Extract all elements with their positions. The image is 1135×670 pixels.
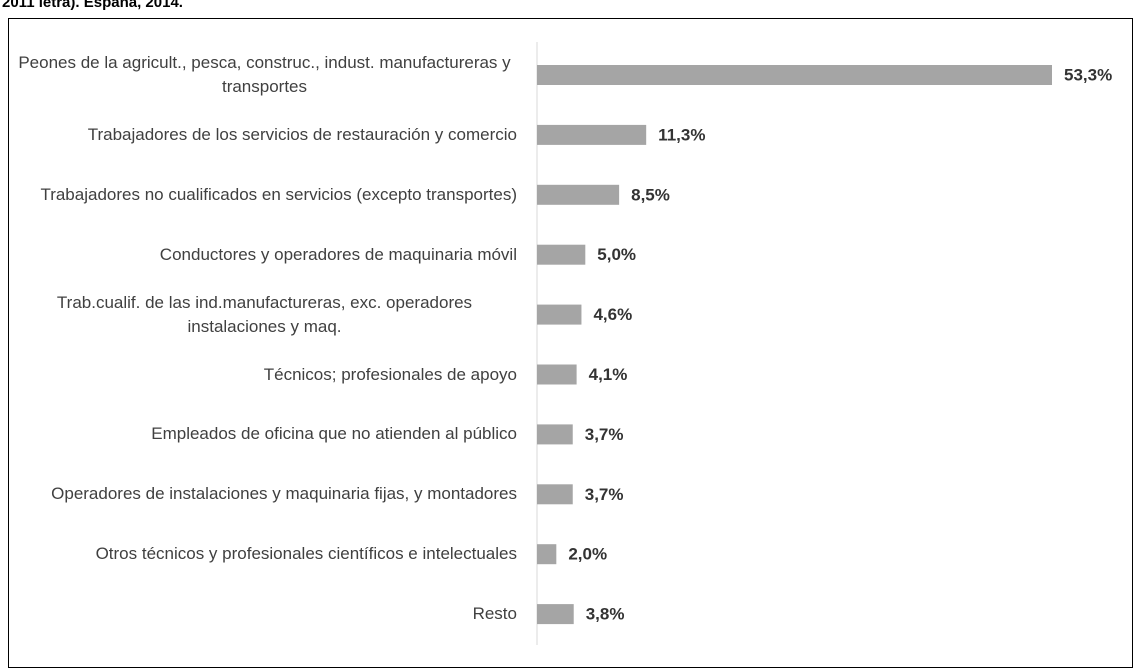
value-label: 3,7% xyxy=(585,425,624,444)
bar xyxy=(537,65,1052,85)
bar xyxy=(537,604,574,625)
value-label: 3,7% xyxy=(585,485,624,504)
bar xyxy=(537,184,620,205)
value-label: 53,3% xyxy=(1064,65,1112,84)
category-label: Trab.cualif. de las ind.manufactureras, … xyxy=(56,292,473,336)
value-label: 4,6% xyxy=(593,305,632,324)
category-label: Conductores y operadores de maquinaria m… xyxy=(159,244,517,264)
value-label: 8,5% xyxy=(631,185,670,204)
category-label-box: Resto xyxy=(12,584,517,644)
category-label: Trabajadores de los servicios de restaur… xyxy=(87,124,517,144)
category-label-box: Peones de la agricult., pesca, construc.… xyxy=(12,45,517,105)
category-label-box: Operadores de instalaciones y maquinaria… xyxy=(12,464,517,524)
bar xyxy=(537,544,557,565)
category-label-box: Trabajadores no cualificados en servicio… xyxy=(12,165,517,225)
category-label: Otros técnicos y profesionales científic… xyxy=(95,544,517,564)
chart-title: 2011 letra). España, 2014. xyxy=(2,0,183,11)
value-label: 5,0% xyxy=(597,245,636,264)
value-label: 11,3% xyxy=(658,125,705,144)
category-label: Empleados de oficina que no atienden al … xyxy=(151,424,517,444)
bar xyxy=(537,424,573,445)
bar xyxy=(537,364,577,385)
category-label: Trabajadores no cualificados en servicio… xyxy=(40,184,517,204)
category-label-box: Técnicos; profesionales de apoyo xyxy=(12,345,517,405)
category-label: Técnicos; profesionales de apoyo xyxy=(263,364,517,384)
bar xyxy=(537,244,586,265)
chart-frame xyxy=(8,18,1133,668)
category-label: Operadores de instalaciones y maquinaria… xyxy=(51,484,517,504)
category-label-box: Trab.cualif. de las ind.manufactureras, … xyxy=(12,285,517,345)
category-label-box: Trabajadores de los servicios de restaur… xyxy=(12,105,517,165)
category-label: Resto xyxy=(472,604,517,624)
category-label-box: Empleados de oficina que no atienden al … xyxy=(12,404,517,464)
value-label: 4,1% xyxy=(589,365,628,384)
bar xyxy=(537,124,647,145)
bar xyxy=(537,484,573,505)
value-label: 3,8% xyxy=(586,605,625,624)
value-label: 2,0% xyxy=(568,545,607,564)
bar xyxy=(537,304,582,325)
category-label: Peones de la agricult., pesca, construc.… xyxy=(18,53,511,96)
category-label-box: Otros técnicos y profesionales científic… xyxy=(12,524,517,584)
category-label-box: Conductores y operadores de maquinaria m… xyxy=(12,225,517,285)
